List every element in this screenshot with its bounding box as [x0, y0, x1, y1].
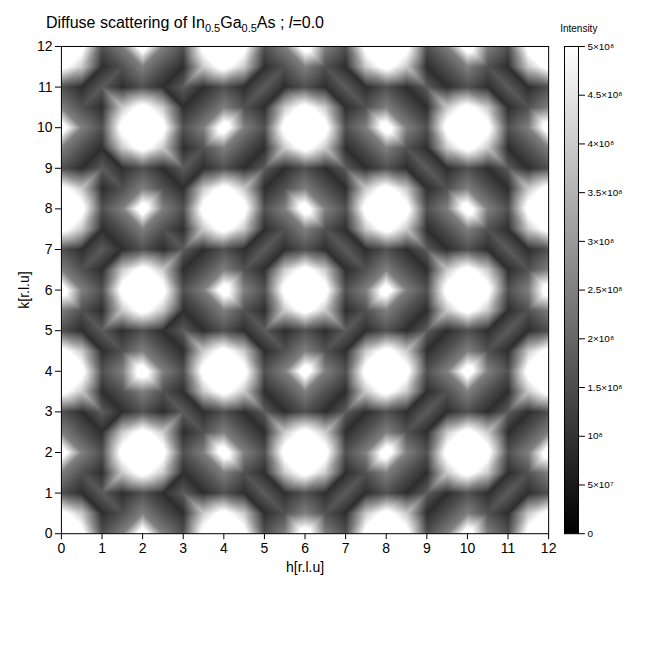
svg-text:6: 6	[301, 540, 309, 556]
svg-text:7: 7	[45, 241, 53, 257]
svg-text:8: 8	[382, 540, 390, 556]
svg-text:1: 1	[98, 540, 106, 556]
svg-text:2: 2	[45, 444, 53, 460]
svg-text:11: 11	[38, 79, 53, 95]
svg-text:3.5×10⁸: 3.5×10⁸	[588, 187, 623, 198]
svg-text:8: 8	[45, 200, 53, 216]
svg-text:4: 4	[220, 540, 228, 556]
svg-text:2: 2	[139, 540, 147, 556]
svg-text:12: 12	[541, 540, 557, 556]
svg-text:11: 11	[501, 540, 516, 556]
svg-text:7: 7	[342, 540, 350, 556]
svg-text:5: 5	[261, 540, 269, 556]
svg-text:3: 3	[179, 540, 187, 556]
svg-text:10: 10	[37, 119, 53, 135]
svg-text:9: 9	[45, 160, 53, 176]
svg-text:5: 5	[45, 322, 53, 338]
svg-text:3: 3	[45, 403, 53, 419]
svg-text:2.5×10⁸: 2.5×10⁸	[588, 284, 623, 295]
svg-text:4: 4	[45, 363, 53, 379]
svg-text:0: 0	[45, 525, 53, 541]
svg-text:h[r.l.u]: h[r.l.u]	[286, 559, 324, 575]
svg-text:6: 6	[45, 282, 53, 298]
svg-text:5×10⁸: 5×10⁸	[588, 41, 615, 52]
svg-text:0: 0	[588, 528, 594, 539]
html-text:Intensity: Intensity	[560, 23, 598, 34]
svg-text:5×10⁷: 5×10⁷	[588, 479, 614, 490]
svg-text:9: 9	[423, 540, 431, 556]
svg-text:2×10⁸: 2×10⁸	[588, 333, 615, 344]
svg-text:10: 10	[460, 540, 476, 556]
html-text:Diffuse scattering of In0.5Ga0: Diffuse scattering of In0.5Ga0.5As ; l =…	[46, 13, 324, 34]
svg-text:4.5×10⁸: 4.5×10⁸	[588, 89, 623, 100]
svg-text:0: 0	[58, 540, 66, 556]
svg-text:1.5×10⁸: 1.5×10⁸	[588, 382, 623, 393]
svg-text:1: 1	[45, 485, 53, 501]
svg-text:4×10⁸: 4×10⁸	[588, 138, 615, 149]
svg-text:k[r.l.u]: k[r.l.u]	[16, 271, 32, 308]
svg-text:3×10⁸: 3×10⁸	[588, 236, 615, 247]
svg-text:10⁸: 10⁸	[588, 430, 603, 441]
svg-text:12: 12	[37, 38, 53, 54]
